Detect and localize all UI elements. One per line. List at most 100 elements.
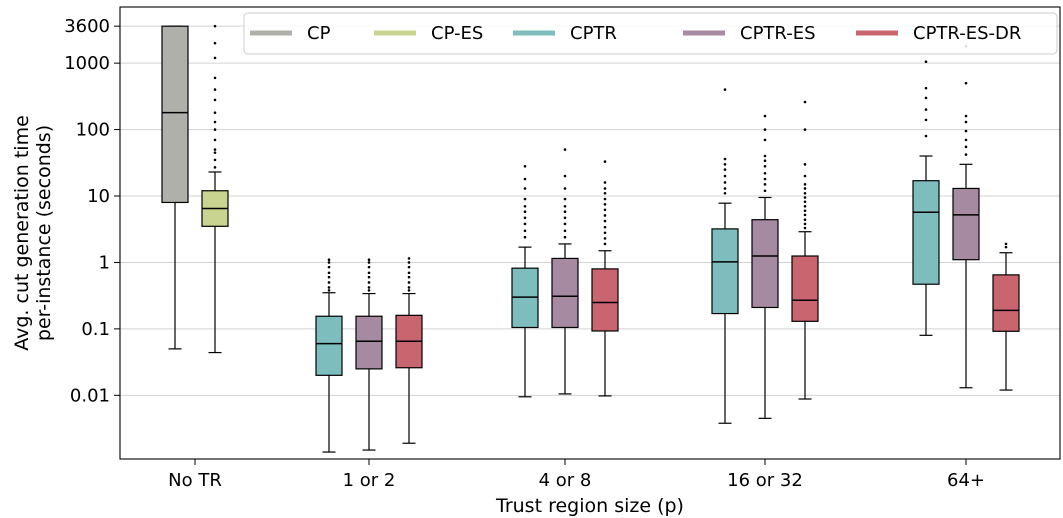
outlier-point bbox=[603, 203, 607, 206]
outlier-point bbox=[924, 86, 928, 90]
outlier-point bbox=[563, 148, 567, 151]
outlier-point bbox=[603, 197, 607, 201]
outlier-point bbox=[803, 196, 807, 199]
outlier-point bbox=[367, 275, 371, 279]
outlier-point bbox=[213, 56, 217, 60]
plot-area-frame bbox=[119, 6, 1061, 460]
outlier-point bbox=[407, 271, 411, 275]
outlier-point bbox=[523, 210, 527, 214]
outlier-point bbox=[327, 265, 331, 269]
outlier-point bbox=[924, 134, 928, 138]
outlier-point bbox=[763, 114, 767, 118]
box-cptr-es-dr bbox=[395, 257, 423, 444]
boxes-layer bbox=[161, 24, 1020, 453]
box-cptr-es bbox=[952, 44, 980, 389]
outlier-point bbox=[407, 275, 411, 279]
outlier-point bbox=[213, 166, 217, 169]
outlier-point bbox=[327, 271, 331, 275]
outlier-point bbox=[563, 216, 567, 220]
outlier-point bbox=[523, 222, 527, 226]
box-iqr bbox=[591, 268, 619, 332]
legend-item: CPTR-ES bbox=[683, 23, 816, 44]
box-cptr-es bbox=[355, 258, 383, 451]
outlier-point bbox=[924, 96, 928, 100]
outlier-point bbox=[563, 197, 567, 201]
y-tick-label: 3600 bbox=[64, 16, 110, 37]
box-iqr bbox=[711, 228, 739, 315]
outlier-point bbox=[367, 281, 371, 284]
box-cp bbox=[161, 25, 189, 350]
box-iqr bbox=[791, 255, 819, 322]
outlier-point bbox=[523, 197, 527, 201]
x-tick-label: 4 or 8 bbox=[539, 470, 592, 491]
outlier-point bbox=[213, 111, 217, 114]
box-iqr bbox=[161, 25, 189, 204]
outlier-point bbox=[924, 108, 928, 111]
x-tick-label: 1 or 2 bbox=[343, 470, 396, 491]
outlier-point bbox=[213, 98, 217, 102]
outlier-point bbox=[964, 145, 968, 149]
gridlines bbox=[120, 25, 1060, 396]
outlier-point bbox=[603, 242, 607, 246]
outlier-point bbox=[603, 191, 607, 195]
outlier-point bbox=[803, 100, 807, 104]
y-tick-label: 10 bbox=[87, 186, 110, 207]
outlier-point bbox=[803, 187, 807, 190]
outlier-point bbox=[367, 289, 371, 292]
outlier-point bbox=[763, 183, 767, 186]
outlier-point bbox=[763, 159, 767, 163]
box-cptr bbox=[315, 258, 343, 453]
outlier-point bbox=[213, 120, 217, 124]
outlier-point bbox=[603, 208, 607, 212]
outlier-point bbox=[763, 189, 767, 193]
y-tick-label: 100 bbox=[76, 120, 110, 141]
outlier-point bbox=[563, 210, 567, 214]
outlier-point bbox=[213, 148, 217, 151]
outlier-point bbox=[803, 183, 807, 186]
outlier-point bbox=[763, 177, 767, 181]
outlier-point bbox=[803, 191, 807, 195]
x-tick-label: No TR bbox=[168, 470, 222, 491]
legend-label: CP-ES bbox=[431, 23, 483, 44]
box-cptr-es bbox=[551, 148, 579, 395]
outlier-point bbox=[723, 157, 727, 161]
outlier-point bbox=[603, 237, 607, 240]
legend-item: CP bbox=[250, 23, 331, 44]
outlier-point bbox=[803, 222, 807, 226]
box-iqr bbox=[912, 180, 940, 285]
y-axis: 3600 1000 100 10 1 0.1 0.01 bbox=[64, 16, 120, 406]
outlier-point bbox=[803, 209, 807, 213]
outlier-point bbox=[1004, 242, 1008, 246]
outlier-point bbox=[327, 289, 331, 292]
outlier-point bbox=[367, 271, 371, 275]
outlier-point bbox=[603, 214, 607, 217]
box-iqr bbox=[551, 257, 579, 329]
box-cptr bbox=[912, 60, 940, 336]
outlier-point bbox=[367, 286, 371, 289]
outlier-point bbox=[723, 187, 727, 190]
outlier-point bbox=[603, 181, 607, 184]
outlier-point bbox=[723, 168, 727, 171]
y-tick-label: 0.01 bbox=[70, 385, 110, 406]
outlier-point bbox=[327, 275, 331, 279]
outlier-point bbox=[407, 281, 411, 284]
outlier-point bbox=[407, 265, 411, 269]
outlier-point bbox=[924, 118, 928, 122]
outlier-point bbox=[563, 229, 567, 233]
outlier-point bbox=[603, 219, 607, 223]
outlier-point bbox=[407, 257, 411, 260]
x-axis-label: Trust region size (p) bbox=[495, 495, 684, 517]
box-cptr bbox=[511, 165, 539, 398]
outlier-point bbox=[367, 261, 371, 264]
legend-label: CPTR-ES-DR bbox=[913, 23, 1021, 44]
legend-frame bbox=[243, 12, 1058, 55]
box-iqr bbox=[751, 219, 779, 309]
outlier-point bbox=[964, 153, 968, 156]
box-iqr bbox=[315, 315, 343, 376]
outlier-point bbox=[964, 129, 968, 133]
outlier-point bbox=[763, 171, 767, 175]
y-tick-label: 1 bbox=[99, 252, 110, 273]
outlier-point bbox=[723, 174, 727, 178]
box-cptr-es-dr bbox=[791, 100, 819, 400]
